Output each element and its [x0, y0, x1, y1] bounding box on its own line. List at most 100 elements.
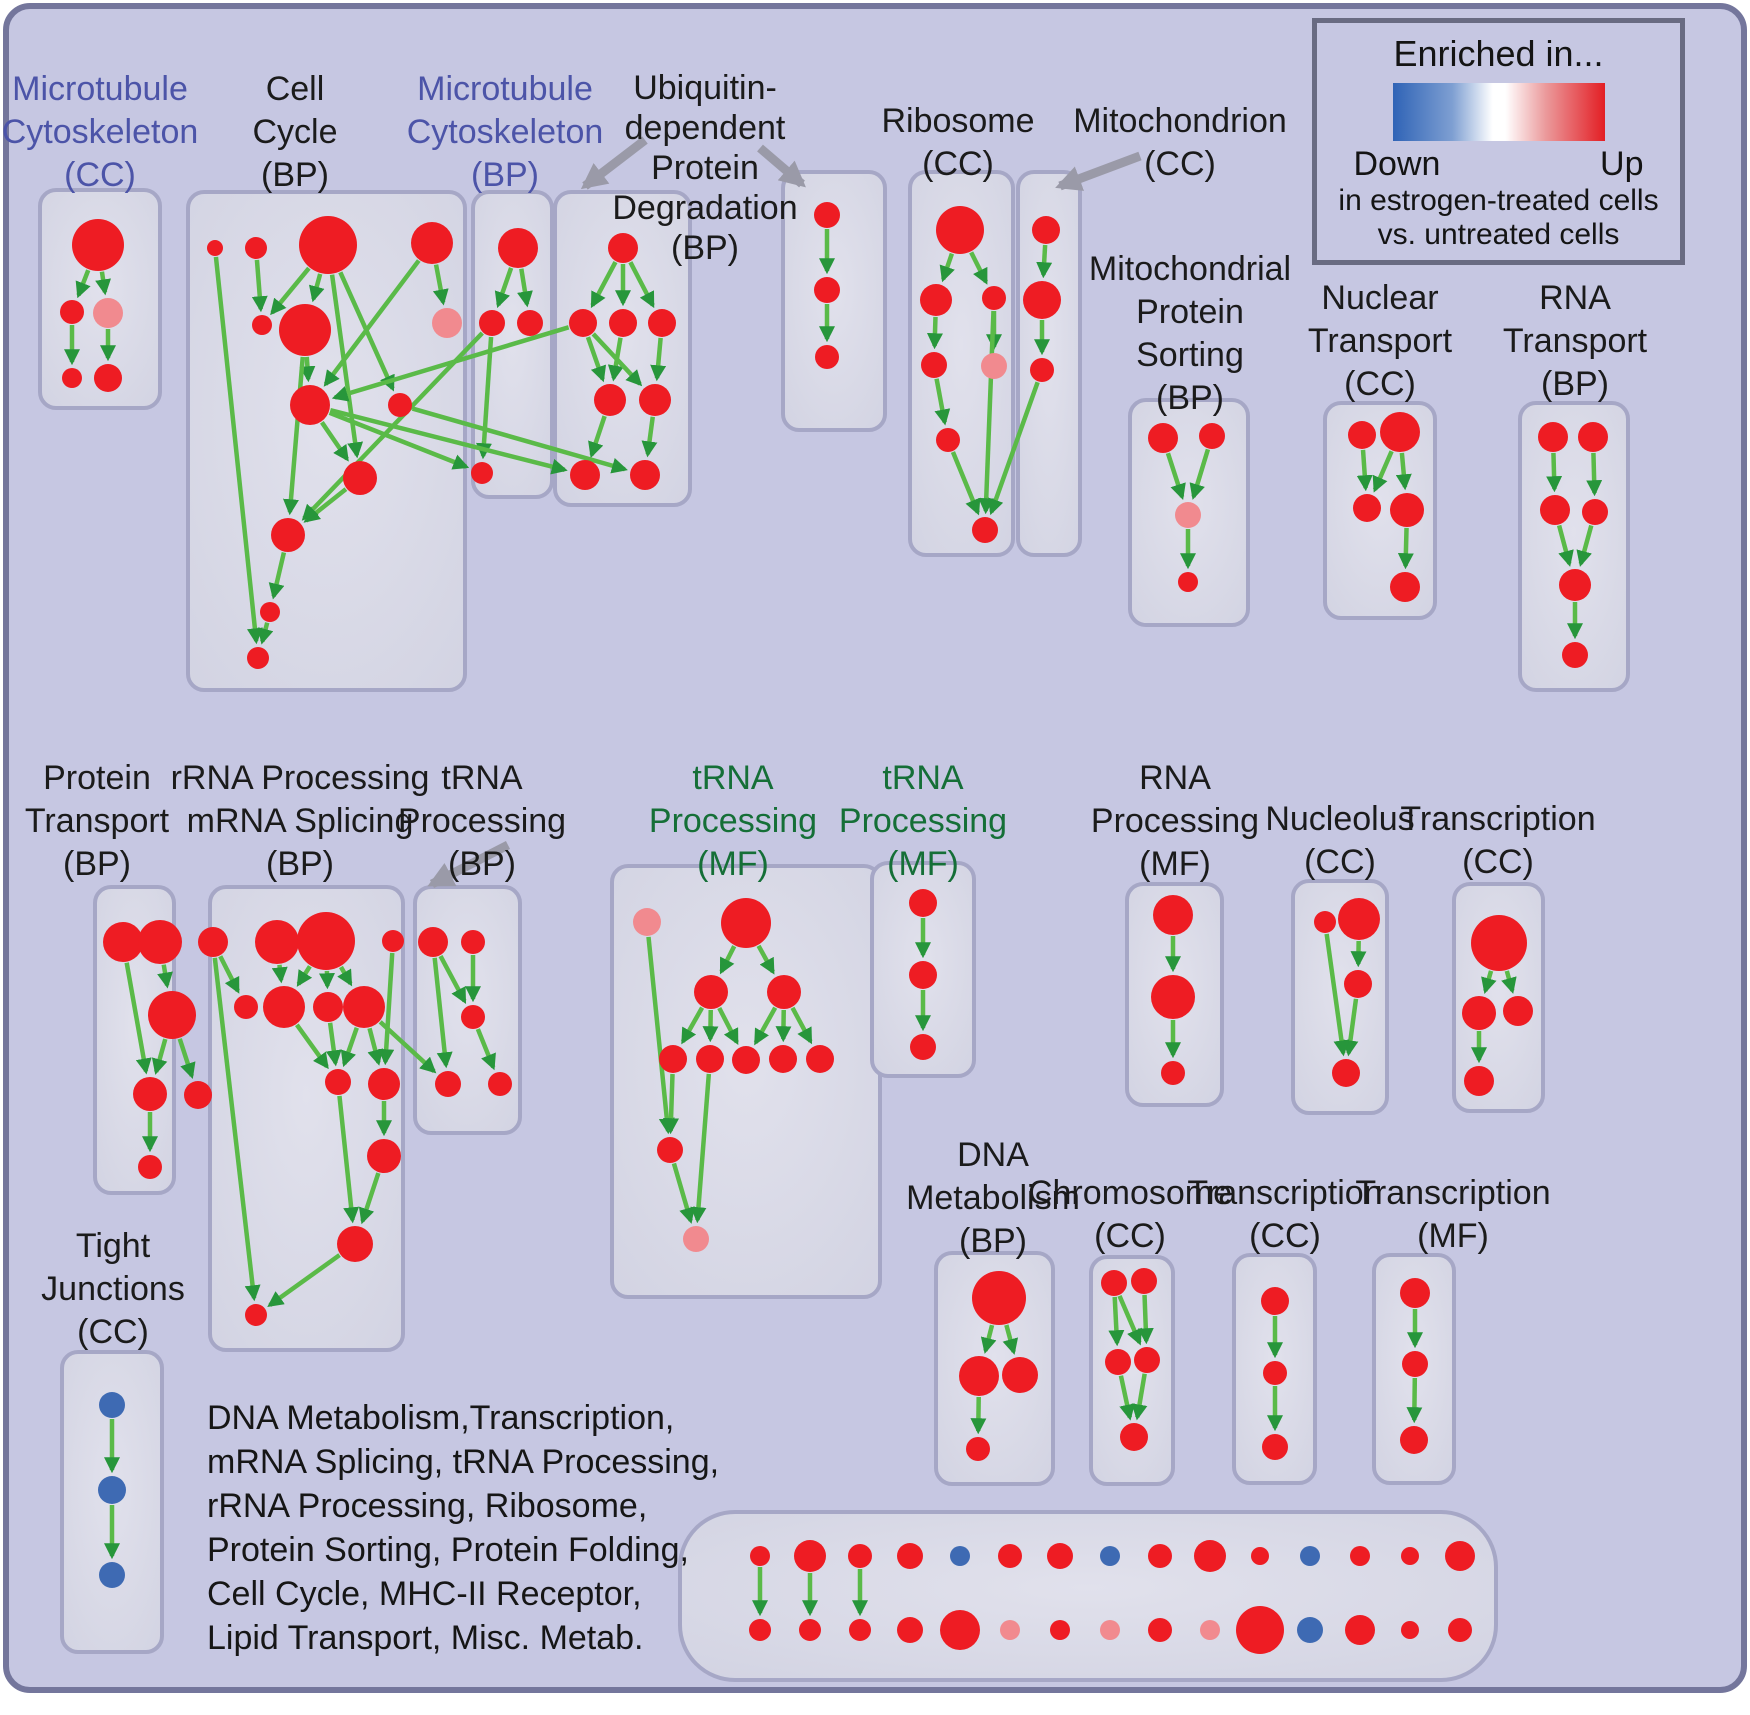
go-term-node-red	[245, 237, 267, 259]
edge-arrow	[157, 964, 173, 989]
label-pointer-arrow	[1055, 151, 1142, 191]
go-term-node-red	[769, 1045, 797, 1073]
go-term-node-red	[1131, 1268, 1157, 1294]
edge-arrow	[753, 1006, 778, 1046]
go-term-node-red	[337, 1226, 373, 1262]
go-term-node-red	[750, 1546, 770, 1566]
go-term-node-red	[461, 930, 485, 954]
go-term-node-red	[138, 920, 182, 964]
edge-arrow	[212, 957, 261, 1302]
go-term-node-red	[1390, 493, 1424, 527]
cluster-box-protein-transport	[93, 885, 176, 1195]
edge-arrow	[1342, 998, 1359, 1057]
go-term-node-red	[1148, 423, 1178, 453]
go-term-node-red	[252, 315, 272, 335]
go-term-node-red	[998, 1544, 1022, 1568]
go-term-node-red	[1344, 970, 1372, 998]
go-term-node-red	[207, 240, 223, 256]
edge-arrow	[646, 936, 675, 1135]
edge-arrow	[177, 1038, 196, 1080]
label-pointer-arrow	[580, 136, 648, 190]
go-term-node-red	[279, 304, 331, 356]
edge-arrow	[251, 259, 268, 313]
go-term-node-red	[972, 517, 998, 543]
edge-arrow	[494, 267, 514, 309]
go-term-node-red	[1350, 1546, 1370, 1566]
edge-arrow	[358, 1172, 381, 1225]
go-term-node-red	[103, 922, 143, 962]
go-term-node-red	[1401, 1621, 1419, 1639]
label-pointer-arrow	[757, 144, 806, 188]
edge-arrow	[1556, 524, 1574, 567]
misc-text-line: Protein Sorting, Protein Folding,	[207, 1531, 689, 1569]
edge-arrow	[717, 1006, 739, 1046]
go-term-node-red	[1178, 572, 1198, 592]
go-term-node-red	[1402, 1351, 1428, 1377]
go-term-node-red	[909, 889, 937, 917]
go-term-node-red	[897, 1543, 923, 1569]
go-term-node-red	[297, 912, 355, 970]
go-term-node-red	[1538, 422, 1568, 452]
go-term-node-red	[639, 384, 671, 416]
edge-arrow	[1406, 1377, 1423, 1424]
edge-arrow	[1117, 1294, 1142, 1346]
go-term-node-red	[1448, 1618, 1472, 1642]
edge-arrow	[268, 552, 287, 600]
go-term-node-red	[313, 992, 343, 1022]
misc-text-line: DNA Metabolism,Transcription,	[207, 1399, 675, 1437]
edge-arrow	[1189, 448, 1211, 500]
cluster-box-mixed-cluster	[678, 1510, 1498, 1682]
go-term-node-red	[94, 364, 122, 392]
legend-down-label: Down	[1353, 145, 1441, 183]
edge-arrow	[1586, 452, 1603, 497]
edge-arrow	[926, 316, 943, 350]
go-term-node-red	[418, 927, 448, 957]
edge-arrow	[475, 1028, 496, 1071]
go-term-node-red	[1105, 1349, 1131, 1375]
edge-arrow	[1002, 1324, 1019, 1355]
edge-arrow	[950, 451, 981, 516]
go-term-node-red	[471, 462, 493, 484]
go-term-node-red	[815, 345, 839, 369]
cluster-box-ubiq-a	[553, 190, 692, 507]
edge-arrow	[1137, 1294, 1154, 1345]
edge-arrow	[367, 1027, 383, 1066]
go-term-node-red	[517, 310, 543, 336]
go-term-node-red	[1153, 895, 1193, 935]
go-term-node-red	[1314, 911, 1336, 933]
edge-arrow	[329, 274, 364, 459]
edge-arrow	[1395, 452, 1412, 491]
edge-arrow	[1036, 244, 1053, 279]
go-term-node-red	[1401, 1547, 1419, 1565]
edge-arrow	[475, 336, 494, 460]
edge-arrow	[1324, 933, 1350, 1057]
go-term-node-red	[1262, 1434, 1288, 1460]
edge-arrow	[301, 331, 484, 521]
go-term-node-red	[1148, 1544, 1172, 1568]
go-term-node-red	[1582, 499, 1608, 525]
go-term-node-red	[138, 1155, 162, 1179]
edge-arrow	[213, 256, 263, 645]
go-term-node-blue	[99, 1392, 125, 1418]
go-term-node-red	[1151, 975, 1195, 1019]
edge-arrow	[969, 251, 988, 285]
go-term-node-red	[1032, 216, 1060, 244]
edge-arrow	[75, 269, 91, 299]
go-term-node-red	[133, 1077, 167, 1111]
go-term-node-red	[1559, 569, 1591, 601]
go-term-node-red	[910, 1034, 936, 1060]
edge-arrow	[680, 1006, 705, 1045]
edge-arrow	[295, 1023, 329, 1070]
go-term-node-red	[1345, 1615, 1375, 1645]
edge-arrow	[641, 416, 658, 458]
go-term-node-red	[184, 1081, 212, 1109]
go-term-node-red	[920, 284, 952, 316]
go-term-node-red	[368, 1068, 400, 1100]
go-term-node-red	[488, 1072, 512, 1096]
edge-arrow	[308, 273, 325, 303]
go-term-node-red	[1236, 1606, 1284, 1654]
go-term-node-red	[630, 460, 660, 490]
edge-arrow	[590, 261, 618, 309]
edge-arrow	[299, 356, 316, 383]
